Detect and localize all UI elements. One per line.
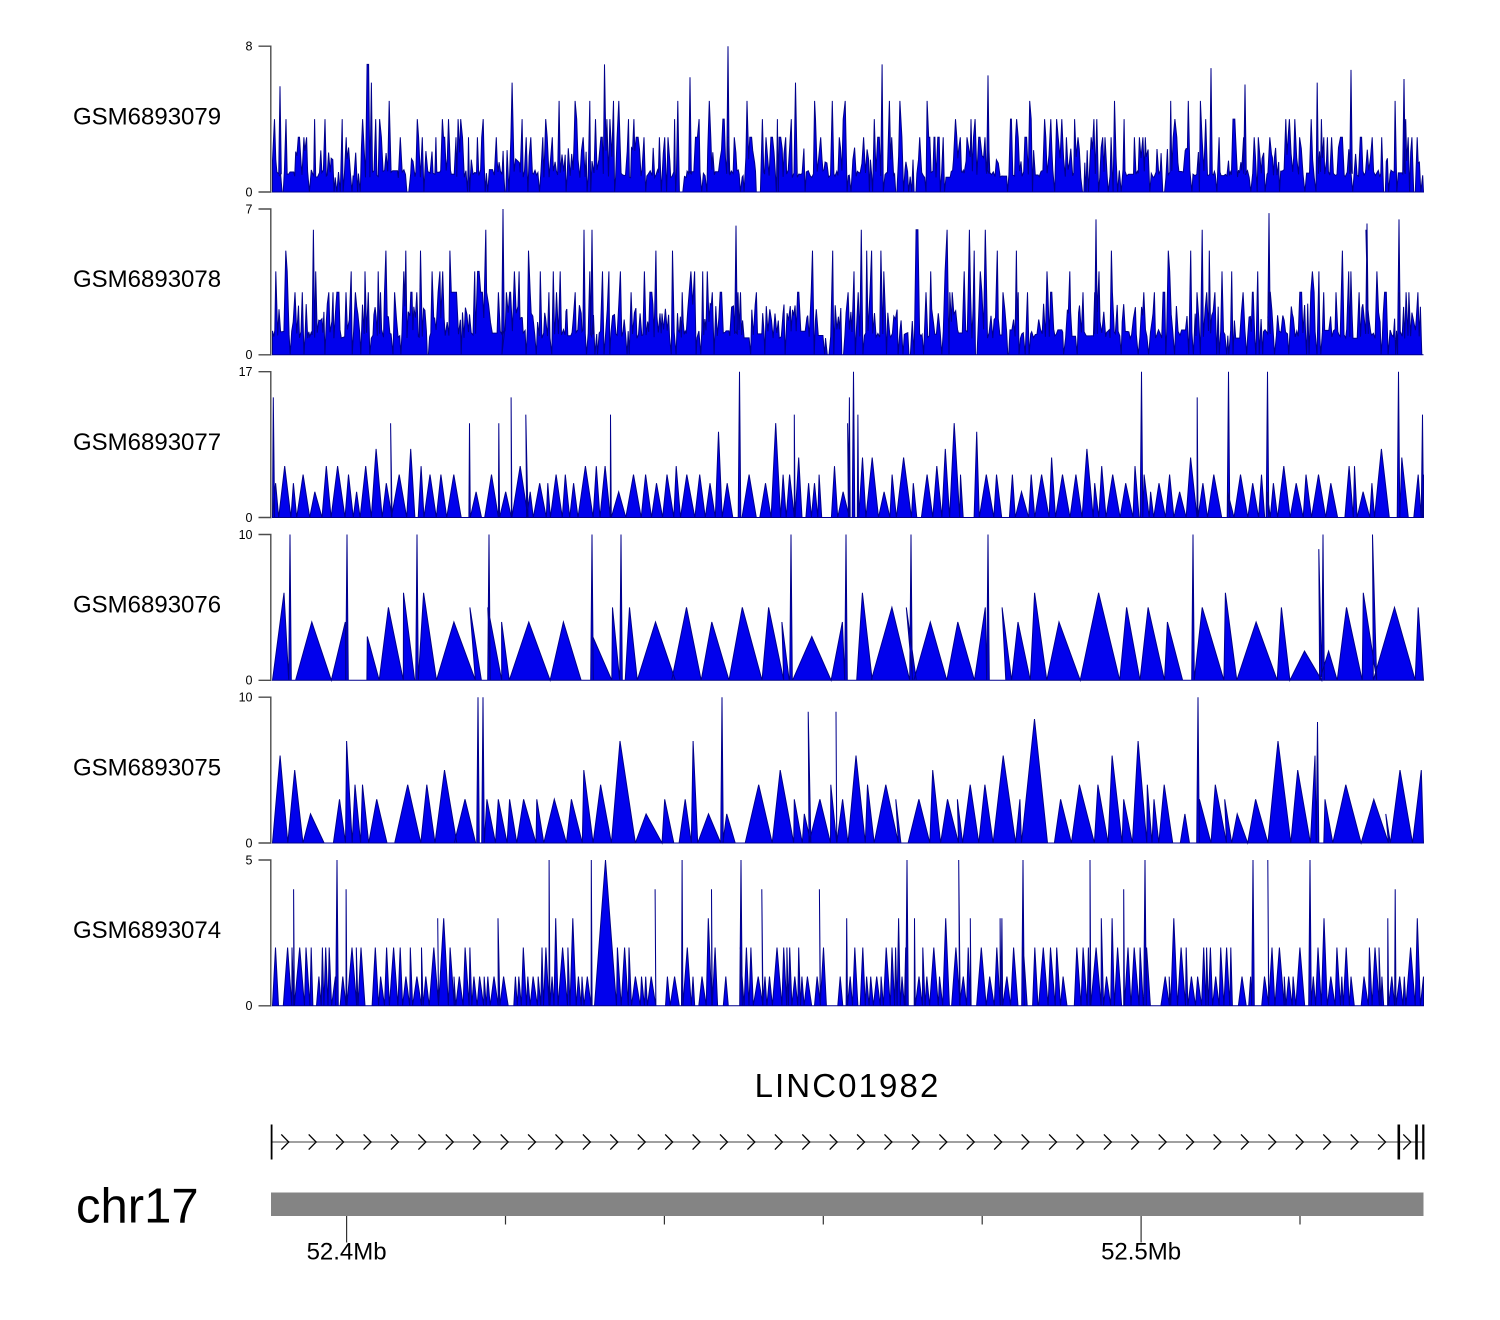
svg-text:GSM6893079: GSM6893079 [73, 103, 221, 130]
svg-text:52.4Mb: 52.4Mb [307, 1239, 387, 1266]
svg-text:5: 5 [246, 853, 253, 867]
svg-text:10: 10 [239, 691, 253, 705]
svg-text:17: 17 [239, 365, 253, 379]
svg-text:0: 0 [246, 836, 253, 850]
svg-text:LINC01982: LINC01982 [755, 1067, 941, 1104]
svg-text:chr17: chr17 [76, 1180, 199, 1234]
svg-text:52.5Mb: 52.5Mb [1101, 1239, 1181, 1266]
svg-text:GSM6893075: GSM6893075 [73, 754, 221, 781]
svg-text:0: 0 [246, 511, 253, 525]
svg-text:GSM6893076: GSM6893076 [73, 592, 221, 619]
svg-text:0: 0 [246, 185, 253, 199]
svg-text:8: 8 [246, 40, 253, 54]
svg-text:0: 0 [246, 348, 253, 362]
svg-text:0: 0 [246, 999, 253, 1013]
svg-text:GSM6893074: GSM6893074 [73, 917, 221, 944]
svg-text:GSM6893077: GSM6893077 [73, 429, 221, 456]
svg-text:GSM6893078: GSM6893078 [73, 266, 221, 293]
svg-text:0: 0 [246, 674, 253, 688]
svg-text:10: 10 [239, 528, 253, 542]
svg-text:7: 7 [246, 202, 253, 216]
